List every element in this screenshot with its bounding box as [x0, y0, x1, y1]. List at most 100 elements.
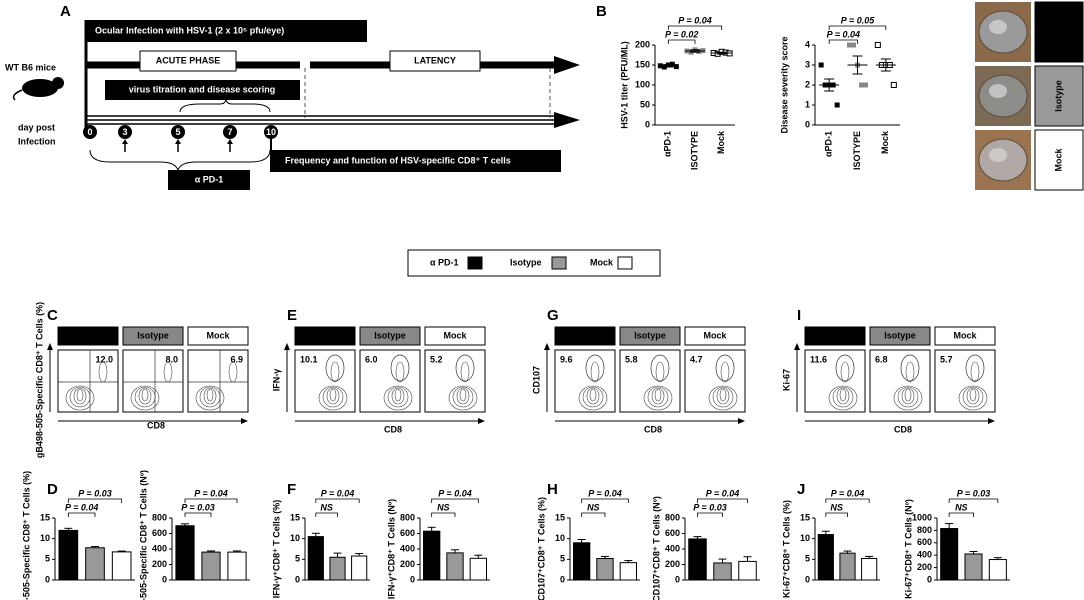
y-axis-label: gB498-505-Specific CD8⁺ T Cells (%)	[21, 471, 31, 600]
contour	[720, 361, 730, 383]
contour	[141, 388, 149, 402]
acute-box	[139, 50, 237, 72]
contour	[199, 386, 221, 408]
y-axis-label: Ki-67⁺CD8⁺ T Cells (%)	[781, 500, 791, 598]
significance-label: P = 0.03	[957, 488, 990, 498]
acute-text: ACUTE PHASE	[156, 55, 221, 65]
contour	[206, 388, 214, 402]
significance-bracket	[697, 498, 748, 503]
day-circle	[264, 125, 278, 139]
y-tick-label: 0	[675, 574, 680, 584]
contour	[962, 386, 984, 408]
y-axis-label: IFN-γ⁺CD8⁺ T Cells (Nº)	[386, 499, 396, 599]
y-tick-label: 4	[805, 39, 810, 49]
arrow-head	[738, 418, 745, 424]
contour	[134, 386, 156, 408]
significance-bracket	[825, 512, 848, 517]
contour	[589, 388, 597, 402]
arrow-head	[478, 418, 485, 424]
contour	[643, 385, 673, 411]
flow-value: 5.7	[940, 354, 953, 364]
photo-label-box	[1034, 65, 1084, 127]
y-tick-label: 0	[410, 574, 415, 584]
contour	[330, 361, 340, 383]
contour	[387, 386, 409, 408]
contour	[590, 361, 600, 383]
x-tick-label: ISOTYPE	[852, 131, 862, 170]
panel-a: Ocular Infection with HSV-1 (2 x 10⁵ pfu…	[5, 20, 580, 190]
contour	[897, 386, 919, 408]
flow-value: 10.1	[300, 354, 318, 364]
contour	[383, 385, 413, 411]
flow-value: 11.6	[810, 354, 827, 364]
y-tick-label: 600	[917, 537, 932, 547]
significance-label: P = 0.03	[78, 488, 111, 498]
flow-header-text: Mock	[953, 330, 977, 340]
contour	[394, 388, 402, 402]
x-tick-label: Mock	[716, 130, 726, 154]
contour	[448, 385, 478, 411]
significance-label: P = 0.03	[181, 502, 214, 512]
contour	[828, 385, 858, 411]
significance-label: P = 0.04	[706, 488, 739, 498]
bar	[423, 530, 441, 581]
significance-label: NS	[830, 502, 843, 512]
y-tick-label: 800	[917, 525, 932, 535]
eye-reflection	[989, 148, 1007, 162]
gate	[390, 354, 410, 382]
flow-y-label: IFN-γ	[271, 369, 281, 392]
y-tick-label: 0	[560, 574, 565, 584]
arrow-head	[241, 418, 248, 424]
flow-header-text: Isotype	[884, 330, 916, 340]
flow-plot	[359, 349, 421, 413]
arrow-head	[794, 343, 800, 350]
latency-text: LATENCY	[414, 55, 456, 65]
significance-label: NS	[955, 502, 968, 512]
y-tick-label: 600	[665, 528, 680, 538]
brace	[179, 97, 271, 113]
y-tick-label: 5	[295, 554, 300, 564]
y-axis-label: gB498-505-Specific CD8⁺ T Cells (Nº)	[138, 470, 148, 600]
gate	[715, 354, 735, 382]
y-tick-label: 15	[555, 512, 565, 522]
data-point	[673, 64, 679, 70]
contour	[832, 386, 854, 408]
contour	[840, 361, 850, 383]
flow-value: 6.0	[365, 354, 378, 364]
contour	[970, 361, 980, 383]
y-axis-label: Disease severity score	[779, 36, 789, 133]
mice-text: WT B6 mice	[5, 62, 56, 72]
contour	[318, 385, 348, 411]
bar	[469, 557, 487, 581]
flow-value: 9.6	[560, 354, 573, 364]
flow-header	[619, 326, 681, 346]
y-tick-label: 800	[152, 512, 167, 522]
y-tick-label: 600	[400, 528, 415, 538]
photo-label: Isotype	[1053, 80, 1063, 112]
frequency-band	[271, 150, 561, 172]
flow-header	[187, 326, 249, 346]
y-tick-label: 400	[152, 543, 167, 553]
contour	[578, 385, 608, 411]
bar	[446, 552, 464, 581]
significance-bracket	[431, 512, 456, 517]
contour	[130, 385, 160, 411]
flow-value: 12.0	[95, 354, 113, 364]
y-tick-label: 0	[45, 574, 50, 584]
significance-bracket	[667, 39, 696, 44]
data-point	[851, 42, 856, 48]
arrow-head	[554, 112, 580, 128]
y-tick-label: 1000	[912, 512, 932, 522]
contour	[138, 387, 152, 405]
contour	[460, 361, 470, 383]
day-number: 3	[122, 127, 127, 137]
titration-band	[105, 80, 300, 100]
contour	[65, 385, 95, 411]
contour	[326, 387, 340, 405]
flow-header-text: Mock	[703, 330, 727, 340]
significance-bracket	[667, 25, 723, 30]
photo-label: Mock	[1053, 148, 1063, 172]
day-number: 5	[175, 127, 180, 137]
contour	[73, 387, 87, 405]
